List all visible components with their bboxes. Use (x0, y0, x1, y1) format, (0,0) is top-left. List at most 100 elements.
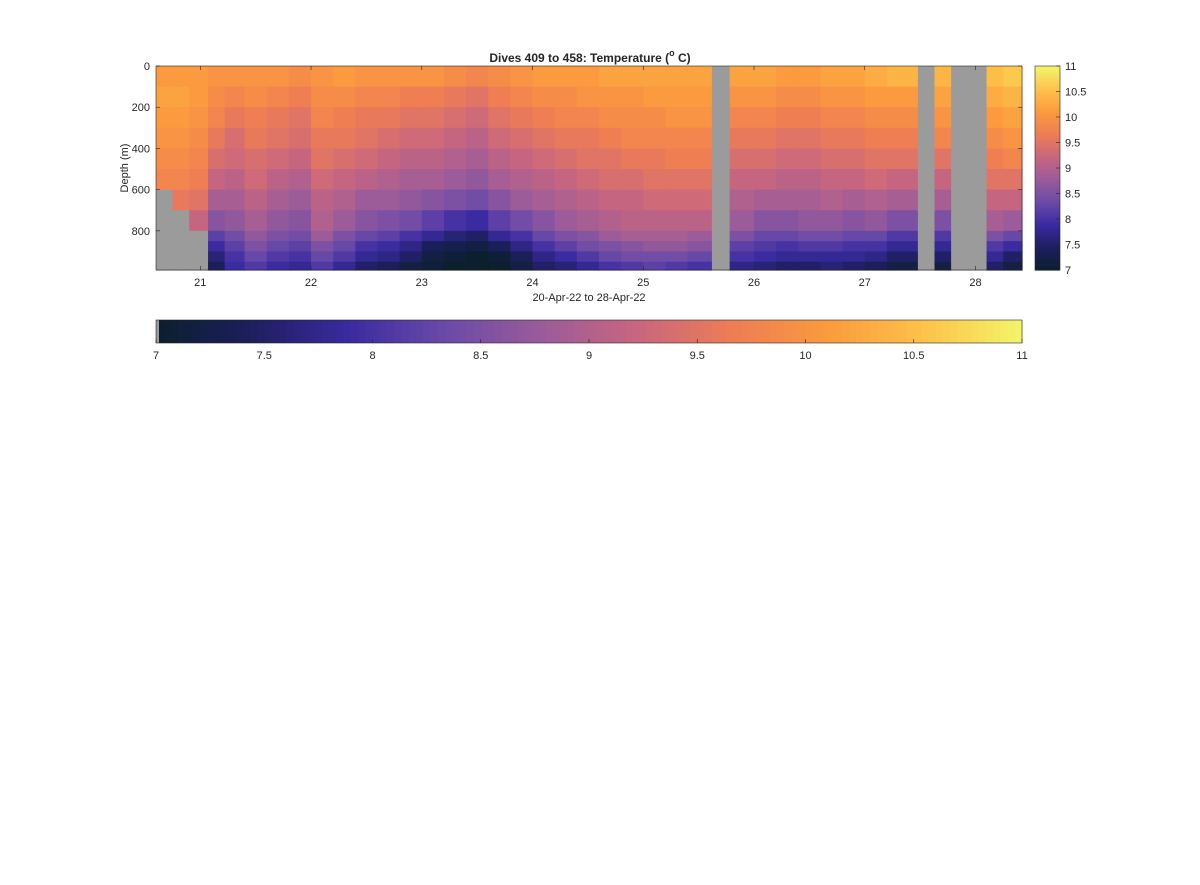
colorbar-right-tick-label: 8.5 (1065, 189, 1080, 201)
colorbar-bottom-band (365, 320, 374, 343)
colorbar-bottom-band (884, 320, 893, 343)
colorbar-bottom-band (524, 320, 532, 343)
heatmap-cell (532, 86, 556, 108)
colorbar-bottom-band (625, 320, 633, 343)
colorbar-right-band (1035, 213, 1060, 217)
heatmap-cell (488, 86, 511, 108)
colorbar-bottom-band (863, 320, 872, 343)
heatmap-cell (711, 189, 731, 211)
heatmap-cell (934, 251, 952, 263)
colorbar-bottom-band (293, 320, 301, 343)
colorbar-right-band (1035, 140, 1060, 144)
colorbar-bottom-band (278, 320, 287, 343)
colorbar-bottom-band (639, 320, 648, 343)
heatmap-cell (208, 107, 226, 129)
heatmap-cell (156, 86, 174, 108)
heatmap-cell (189, 251, 209, 263)
colorbar-bottom-band (791, 320, 799, 343)
colorbar-bottom-band (184, 320, 193, 343)
colorbar-bottom-band (163, 320, 172, 343)
heatmap-cell (244, 148, 268, 170)
colorbar-bottom-band (762, 320, 771, 343)
colorbar-right-tick-label: 7 (1065, 265, 1071, 277)
heatmap-cell (266, 241, 290, 253)
colorbar-right-band (1035, 171, 1060, 174)
heatmap-cell (288, 189, 312, 211)
colorbar-bottom-band (964, 320, 973, 343)
heatmap-cell (621, 210, 644, 232)
heatmap-cell (729, 241, 755, 253)
heatmap-cell (488, 230, 511, 242)
colorbar-bottom-band (949, 320, 958, 343)
heatmap-cell (399, 210, 423, 232)
heatmap-cell (1003, 148, 1023, 170)
colorbar-right-tick-label: 10.5 (1065, 87, 1086, 99)
colorbar-right-band (1035, 166, 1060, 169)
colorbar-bottom-band (321, 320, 330, 343)
heatmap-cell (244, 210, 268, 232)
heatmap-cell (621, 148, 644, 170)
heatmap-cell (842, 261, 866, 271)
colorbar-bottom-band (1000, 320, 1009, 343)
colorbar-bottom-band (574, 320, 583, 343)
colorbar-bottom-band (235, 320, 244, 343)
heatmap-cell (488, 148, 511, 170)
colorbar-right-band (1035, 79, 1060, 82)
colorbar-bottom-band (495, 320, 503, 343)
heatmap-cell (355, 86, 379, 108)
heatmap-cell (643, 107, 667, 129)
heatmap-cell (1003, 251, 1023, 263)
colorbar-right-band (1035, 176, 1060, 179)
colorbar-bottom-band (264, 320, 273, 343)
heatmap-cell (917, 210, 936, 232)
heatmap-cell (288, 169, 312, 191)
colorbar-bottom-tick-label: 7 (153, 350, 159, 362)
colorbar-right-band (1035, 174, 1060, 178)
heatmap-cell (1003, 261, 1023, 271)
heatmap-cell (643, 66, 667, 88)
colorbar-bottom-band (632, 320, 641, 343)
heatmap-cell (665, 210, 689, 232)
colorbar-bottom-band (899, 320, 908, 343)
heatmap-cell (665, 127, 689, 150)
heatmap-cell (986, 107, 1004, 129)
heatmap-cell (208, 66, 226, 88)
heatmap-cell (466, 251, 489, 263)
y-tick-label: 200 (132, 102, 150, 114)
heatmap-cell (510, 86, 534, 108)
colorbar-right-tick-label: 11 (1065, 61, 1076, 73)
colorbar-bottom-band (170, 320, 179, 343)
heatmap-cell (729, 230, 755, 242)
heatmap-cell (864, 148, 888, 170)
heatmap-cell (711, 86, 731, 108)
heatmap-cell (798, 251, 822, 263)
heatmap-cell (687, 127, 713, 150)
colorbar-bottom-band (906, 320, 915, 343)
heatmap-cell (208, 169, 226, 191)
colorbar-bottom-band (819, 320, 828, 343)
heatmap-cell (466, 189, 489, 211)
heatmap-cell (842, 127, 866, 150)
heatmap-cell (510, 241, 534, 253)
heatmap-cell (711, 261, 731, 271)
colorbar-right-band (1035, 84, 1060, 87)
colorbar-bottom-band (653, 320, 662, 343)
heatmap-cell (986, 241, 1004, 253)
colorbar-right-band (1035, 128, 1060, 132)
heatmap-cell (377, 169, 401, 191)
colorbar-right-band (1035, 137, 1060, 140)
heatmap-cell (820, 107, 844, 129)
heatmap-cell (208, 189, 226, 211)
colorbar-right-band (1035, 66, 1060, 69)
colorbar-bottom-band (726, 320, 734, 343)
heatmap-cell (729, 107, 755, 129)
heatmap-cell (820, 169, 844, 191)
heatmap-cell (172, 261, 190, 271)
heatmap-cell (986, 251, 1004, 263)
colorbar-right-band (1035, 152, 1060, 155)
heatmap-cell (687, 251, 713, 263)
colorbar-bottom-band (545, 320, 554, 343)
heatmap-cell (466, 107, 489, 129)
heatmap-cell (421, 86, 445, 108)
heatmap-cell (776, 66, 799, 88)
